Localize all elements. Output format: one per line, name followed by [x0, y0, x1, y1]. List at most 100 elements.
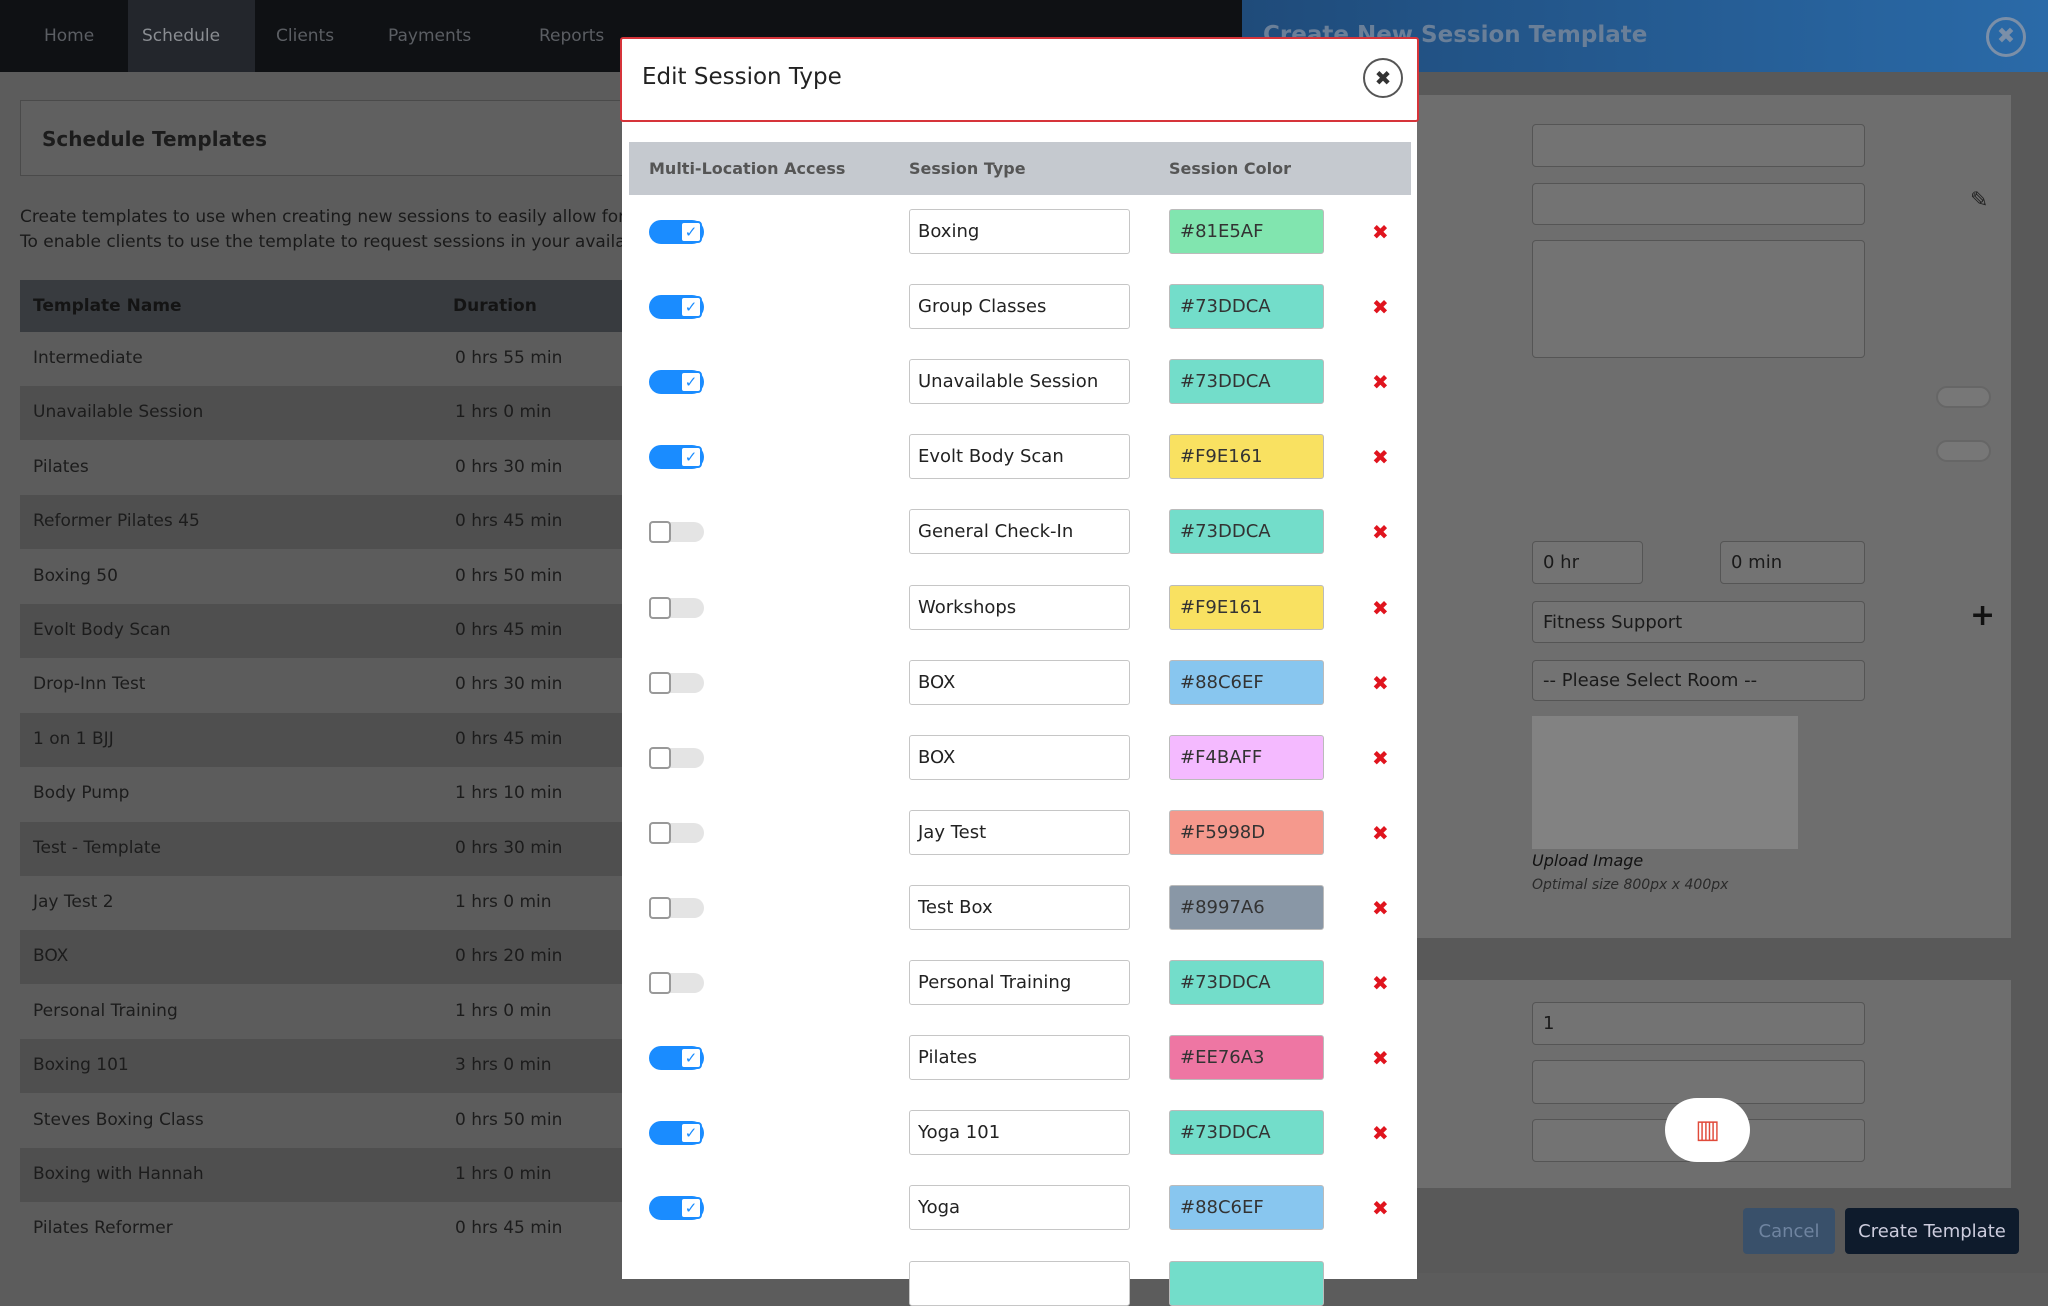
session-input[interactable]: Group Classes [909, 284, 1130, 330]
delete-button[interactable]: ✖ [1372, 971, 1389, 995]
select[interactable] [1532, 183, 1865, 225]
hours-select[interactable]: 0 hr [1532, 541, 1643, 584]
add-button[interactable]: + [1970, 598, 1996, 633]
table-row[interactable] [20, 984, 622, 1039]
color-select[interactable]: #73DDCA [1169, 509, 1324, 555]
session-input[interactable]: Yoga 101 [909, 1110, 1130, 1156]
modal-close[interactable]: ✖ [1363, 58, 1403, 98]
table-row[interactable] [20, 658, 622, 713]
color-select[interactable]: #F9E161 [1169, 434, 1324, 480]
color-select[interactable] [1169, 1261, 1324, 1306]
table-row[interactable] [20, 1202, 622, 1257]
quantity-input[interactable]: 1 [1532, 1002, 1865, 1045]
color-select[interactable]: #F4BAFF [1169, 734, 1324, 780]
close-button[interactable]: ✖ [1986, 17, 2026, 57]
category-select[interactable]: Fitness Support [1532, 601, 1865, 643]
table-row[interactable] [20, 440, 622, 495]
delete-button[interactable]: ✖ [1372, 295, 1389, 320]
color-select[interactable]: #8997A6 [1169, 884, 1324, 930]
create-button[interactable]: Create Template [1845, 1208, 2019, 1254]
nav-link[interactable]: Clients [276, 26, 335, 46]
delete-button[interactable]: ✖ [1372, 595, 1389, 620]
delete-button[interactable]: ✖ [1372, 370, 1389, 395]
delete-button[interactable]: ✖ [1372, 445, 1389, 470]
table-row[interactable] [20, 604, 622, 658]
delete-button[interactable]: ✖ [1372, 1196, 1389, 1221]
text-input[interactable] [1532, 124, 1865, 167]
checkbox[interactable] [649, 596, 671, 619]
session-input[interactable]: Unavailable Session [909, 359, 1130, 405]
color-select[interactable]: #73DDCA [1169, 284, 1324, 330]
room-select[interactable]: -- Please Select Room -- [1532, 660, 1865, 701]
checkbox[interactable]: ✓ [680, 371, 702, 394]
table-row[interactable] [20, 549, 622, 604]
color-select[interactable]: #81E5AF [1169, 209, 1324, 254]
session-input[interactable]: Pilates [909, 1035, 1130, 1081]
checkbox[interactable] [649, 896, 671, 919]
textarea[interactable] [1532, 240, 1865, 358]
barcode-button[interactable]: ▥ [1665, 1098, 1750, 1162]
session-input[interactable]: General Check-In [909, 509, 1130, 555]
delete-button[interactable]: ✖ [1372, 895, 1389, 920]
nav-link[interactable]: Home [44, 26, 95, 46]
checkbox[interactable]: ✓ [680, 296, 702, 319]
table-row[interactable] [20, 1039, 622, 1094]
color-select[interactable]: #EE76A3 [1169, 1035, 1324, 1081]
checkbox[interactable] [649, 972, 671, 994]
table-row[interactable] [20, 876, 622, 930]
color-select[interactable]: #F9E161 [1169, 584, 1324, 630]
table-row[interactable] [20, 386, 622, 441]
delete-button[interactable]: ✖ [1372, 1121, 1389, 1146]
table-row[interactable] [20, 930, 622, 985]
delete-button[interactable]: ✖ [1372, 520, 1389, 545]
session-input[interactable]: Workshops [909, 584, 1130, 630]
toggle[interactable] [1936, 440, 1991, 462]
session-input[interactable]: Boxing [909, 209, 1130, 254]
checkbox[interactable]: ✓ [680, 446, 702, 469]
table-row[interactable] [20, 1148, 622, 1202]
session-input[interactable]: Test Box [909, 884, 1130, 930]
nav-link[interactable]: Reports [539, 26, 605, 46]
table-row[interactable] [20, 712, 622, 767]
delete-button[interactable]: ✖ [1372, 1046, 1389, 1071]
color-select[interactable]: #88C6EF [1169, 659, 1324, 705]
text-input[interactable] [1532, 1060, 1865, 1104]
session-input[interactable] [909, 1261, 1130, 1306]
nav-link[interactable]: Payments [388, 26, 472, 46]
session-input[interactable]: BOX [909, 659, 1130, 705]
session-input[interactable]: Evolt Body Scan [909, 434, 1130, 480]
checkbox[interactable] [649, 671, 671, 694]
table-row[interactable] [20, 495, 622, 550]
checkbox[interactable] [649, 821, 671, 844]
delete-button[interactable]: ✖ [1372, 745, 1389, 770]
color-select[interactable]: #73DDCA [1169, 1110, 1324, 1156]
checkbox[interactable]: ✓ [680, 221, 702, 243]
session-input[interactable]: Personal Training [909, 960, 1130, 1005]
column-header[interactable]: Duration [453, 296, 537, 316]
delete-button[interactable]: ✖ [1372, 820, 1389, 845]
column-header[interactable]: Template Name [33, 296, 182, 316]
image-placeholder[interactable] [1532, 716, 1798, 849]
color-select[interactable]: #73DDCA [1169, 960, 1324, 1005]
checkbox[interactable] [649, 746, 671, 769]
nav-link[interactable]: Schedule [128, 0, 255, 72]
session-input[interactable]: BOX [909, 734, 1130, 780]
color-select[interactable]: #73DDCA [1169, 359, 1324, 405]
cancel-button[interactable]: Cancel [1743, 1208, 1835, 1254]
color-select[interactable]: #F5998D [1169, 809, 1324, 855]
table-row[interactable] [20, 821, 622, 876]
checkbox[interactable] [649, 521, 671, 544]
session-input[interactable]: Jay Test [909, 809, 1130, 855]
table-row[interactable] [20, 1093, 622, 1148]
table-row[interactable] [20, 767, 622, 822]
color-select[interactable]: #88C6EF [1169, 1185, 1324, 1231]
session-input[interactable]: Yoga [909, 1185, 1130, 1231]
checkbox[interactable]: ✓ [680, 1047, 702, 1070]
checkbox[interactable]: ✓ [680, 1122, 702, 1145]
minutes-select[interactable]: 0 min [1720, 541, 1865, 584]
toggle[interactable] [1936, 386, 1991, 408]
delete-button[interactable]: ✖ [1372, 670, 1389, 695]
delete-button[interactable]: ✖ [1372, 220, 1389, 244]
edit-icon[interactable]: ✎ [1970, 188, 1989, 213]
checkbox[interactable]: ✓ [680, 1197, 702, 1220]
